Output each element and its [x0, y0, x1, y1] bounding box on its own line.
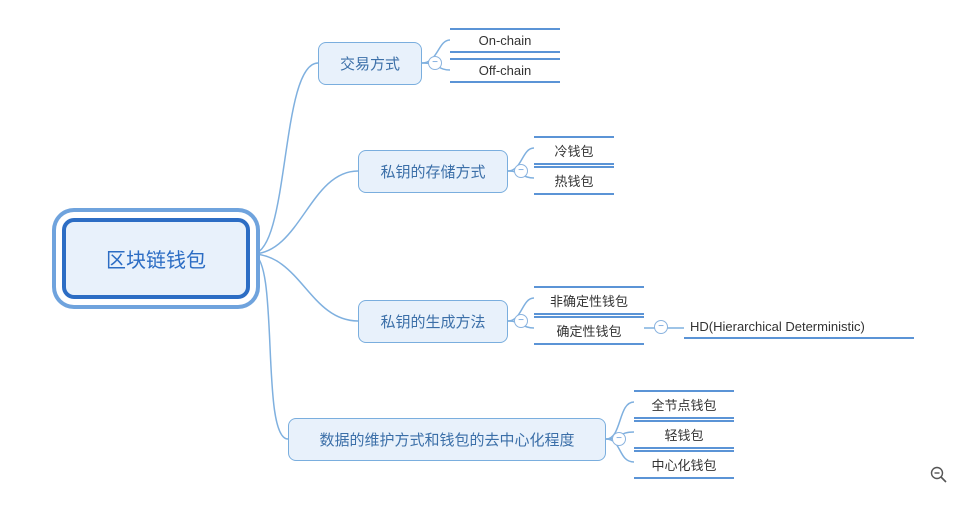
branch-transaction-mode[interactable]: 交易方式: [318, 42, 422, 85]
leaf-label: 确定性钱包: [556, 324, 621, 339]
leaf-full-node[interactable]: 全节点钱包: [634, 390, 734, 419]
branch-label: 交易方式: [340, 56, 400, 73]
branch-label: 数据的维护方式和钱包的去中心化程度: [319, 432, 574, 449]
zoom-out-icon[interactable]: [930, 466, 948, 484]
leaf-off-chain[interactable]: Off-chain: [450, 58, 560, 83]
leaf-nondeterministic[interactable]: 非确定性钱包: [534, 286, 644, 315]
connector-line: [252, 254, 288, 439]
collapse-icon[interactable]: −: [428, 56, 442, 70]
branch-data-maintenance[interactable]: 数据的维护方式和钱包的去中心化程度: [288, 418, 606, 461]
branch-label: 私钥的存储方式: [380, 164, 485, 181]
leaf-label: On-chain: [479, 33, 532, 48]
leaf-hot-wallet[interactable]: 热钱包: [534, 166, 614, 195]
leaf-label: Off-chain: [479, 63, 532, 78]
leaf-hd[interactable]: HD(Hierarchical Deterministic): [684, 316, 914, 339]
root-label: 区块链钱包: [106, 250, 206, 272]
collapse-icon[interactable]: −: [654, 320, 668, 334]
root-node[interactable]: 区块链钱包: [62, 218, 250, 299]
leaf-label: 热钱包: [554, 174, 593, 189]
leaf-label: 轻钱包: [664, 428, 703, 443]
leaf-label: 全节点钱包: [651, 398, 716, 413]
leaf-label: 中心化钱包: [651, 458, 716, 473]
leaf-centralized[interactable]: 中心化钱包: [634, 450, 734, 479]
leaf-cold-wallet[interactable]: 冷钱包: [534, 136, 614, 165]
leaf-on-chain[interactable]: On-chain: [450, 28, 560, 53]
leaf-deterministic[interactable]: 确定性钱包: [534, 316, 644, 345]
leaf-label: 冷钱包: [554, 144, 593, 159]
branch-label: 私钥的生成方法: [380, 314, 485, 331]
collapse-icon[interactable]: −: [612, 432, 626, 446]
connector-line: [252, 171, 358, 254]
leaf-light-wallet[interactable]: 轻钱包: [634, 420, 734, 449]
connector-line: [252, 63, 318, 254]
collapse-icon[interactable]: −: [514, 314, 528, 328]
leaf-label: 非确定性钱包: [550, 294, 628, 309]
branch-key-storage[interactable]: 私钥的存储方式: [358, 150, 508, 193]
collapse-icon[interactable]: −: [514, 164, 528, 178]
branch-key-generation[interactable]: 私钥的生成方法: [358, 300, 508, 343]
leaf-label: HD(Hierarchical Deterministic): [690, 319, 865, 334]
